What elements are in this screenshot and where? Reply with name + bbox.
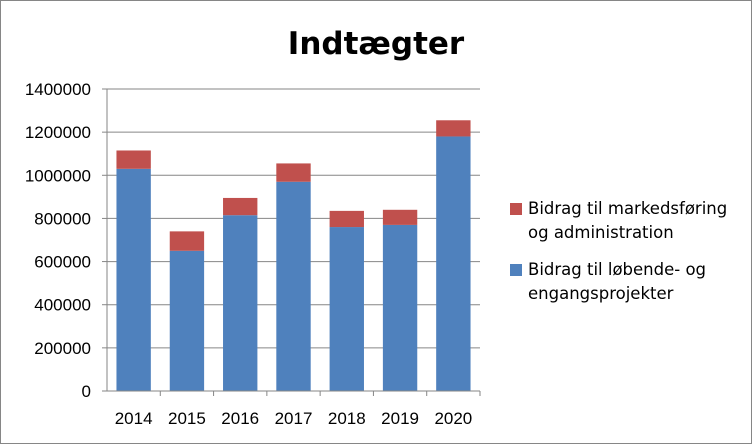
y-tick-label: 1400000 — [25, 80, 91, 99]
x-tick-label: 2015 — [168, 409, 206, 428]
bar-projects-2019 — [382, 224, 418, 391]
bar-marketing-2014 — [116, 150, 151, 169]
bar-projects-2014 — [116, 168, 151, 391]
bar-projects-2018 — [329, 227, 364, 391]
legend-label: Bidrag til markedsføring og administratio… — [528, 199, 727, 242]
x-tick-label: 2019 — [381, 409, 419, 428]
bar-marketing-2018 — [329, 210, 364, 228]
x-tick-label: 2017 — [275, 409, 313, 428]
legend-swatch — [510, 203, 522, 215]
bar-projects-2017 — [276, 181, 311, 391]
bar-projects-2016 — [223, 215, 258, 391]
legend-label-line: Bidrag til markedsføring — [528, 199, 727, 218]
legend-label-line: og administration — [528, 223, 674, 242]
bar-marketing-2016 — [223, 197, 258, 216]
legend-swatch — [510, 264, 522, 276]
bars — [116, 120, 471, 391]
y-axis-ticks: 0 200000 400000 600000 800000 1000000 1200000 1… — [25, 80, 91, 401]
bar-marketing-2017 — [276, 163, 311, 182]
x-axis-ticks: 2014 2015 2016 2017 2018 2019 2020 — [115, 391, 481, 428]
x-tick-label: 2016 — [221, 409, 259, 428]
x-tick-label: 2014 — [115, 409, 153, 428]
chart-title: Indtægter — [288, 26, 465, 62]
y-tick-label: 1200000 — [25, 123, 91, 142]
bar-marketing-2019 — [382, 209, 418, 225]
y-tick-label: 1000000 — [25, 166, 91, 185]
y-tick-label: 600000 — [34, 253, 91, 272]
legend-label: Bidrag til løbende- og engangsprojekter — [528, 260, 706, 303]
legend: Bidrag til markedsføring og administratio… — [510, 199, 727, 303]
axes — [102, 88, 480, 392]
legend-label-line: Bidrag til løbende- og — [528, 260, 706, 279]
bar-marketing-2020 — [436, 120, 471, 137]
y-tick-label: 200000 — [34, 339, 91, 358]
legend-label-line: engangsprojekter — [528, 284, 674, 303]
bar-marketing-2015 — [169, 231, 205, 251]
y-tick-label: 800000 — [34, 209, 91, 228]
x-tick-label: 2018 — [328, 409, 366, 428]
y-tick-label: 400000 — [34, 296, 91, 315]
bar-projects-2015 — [169, 250, 205, 391]
x-tick-label: 2020 — [434, 409, 472, 428]
y-tick-label: 0 — [82, 382, 91, 401]
bar-projects-2020 — [436, 136, 471, 391]
